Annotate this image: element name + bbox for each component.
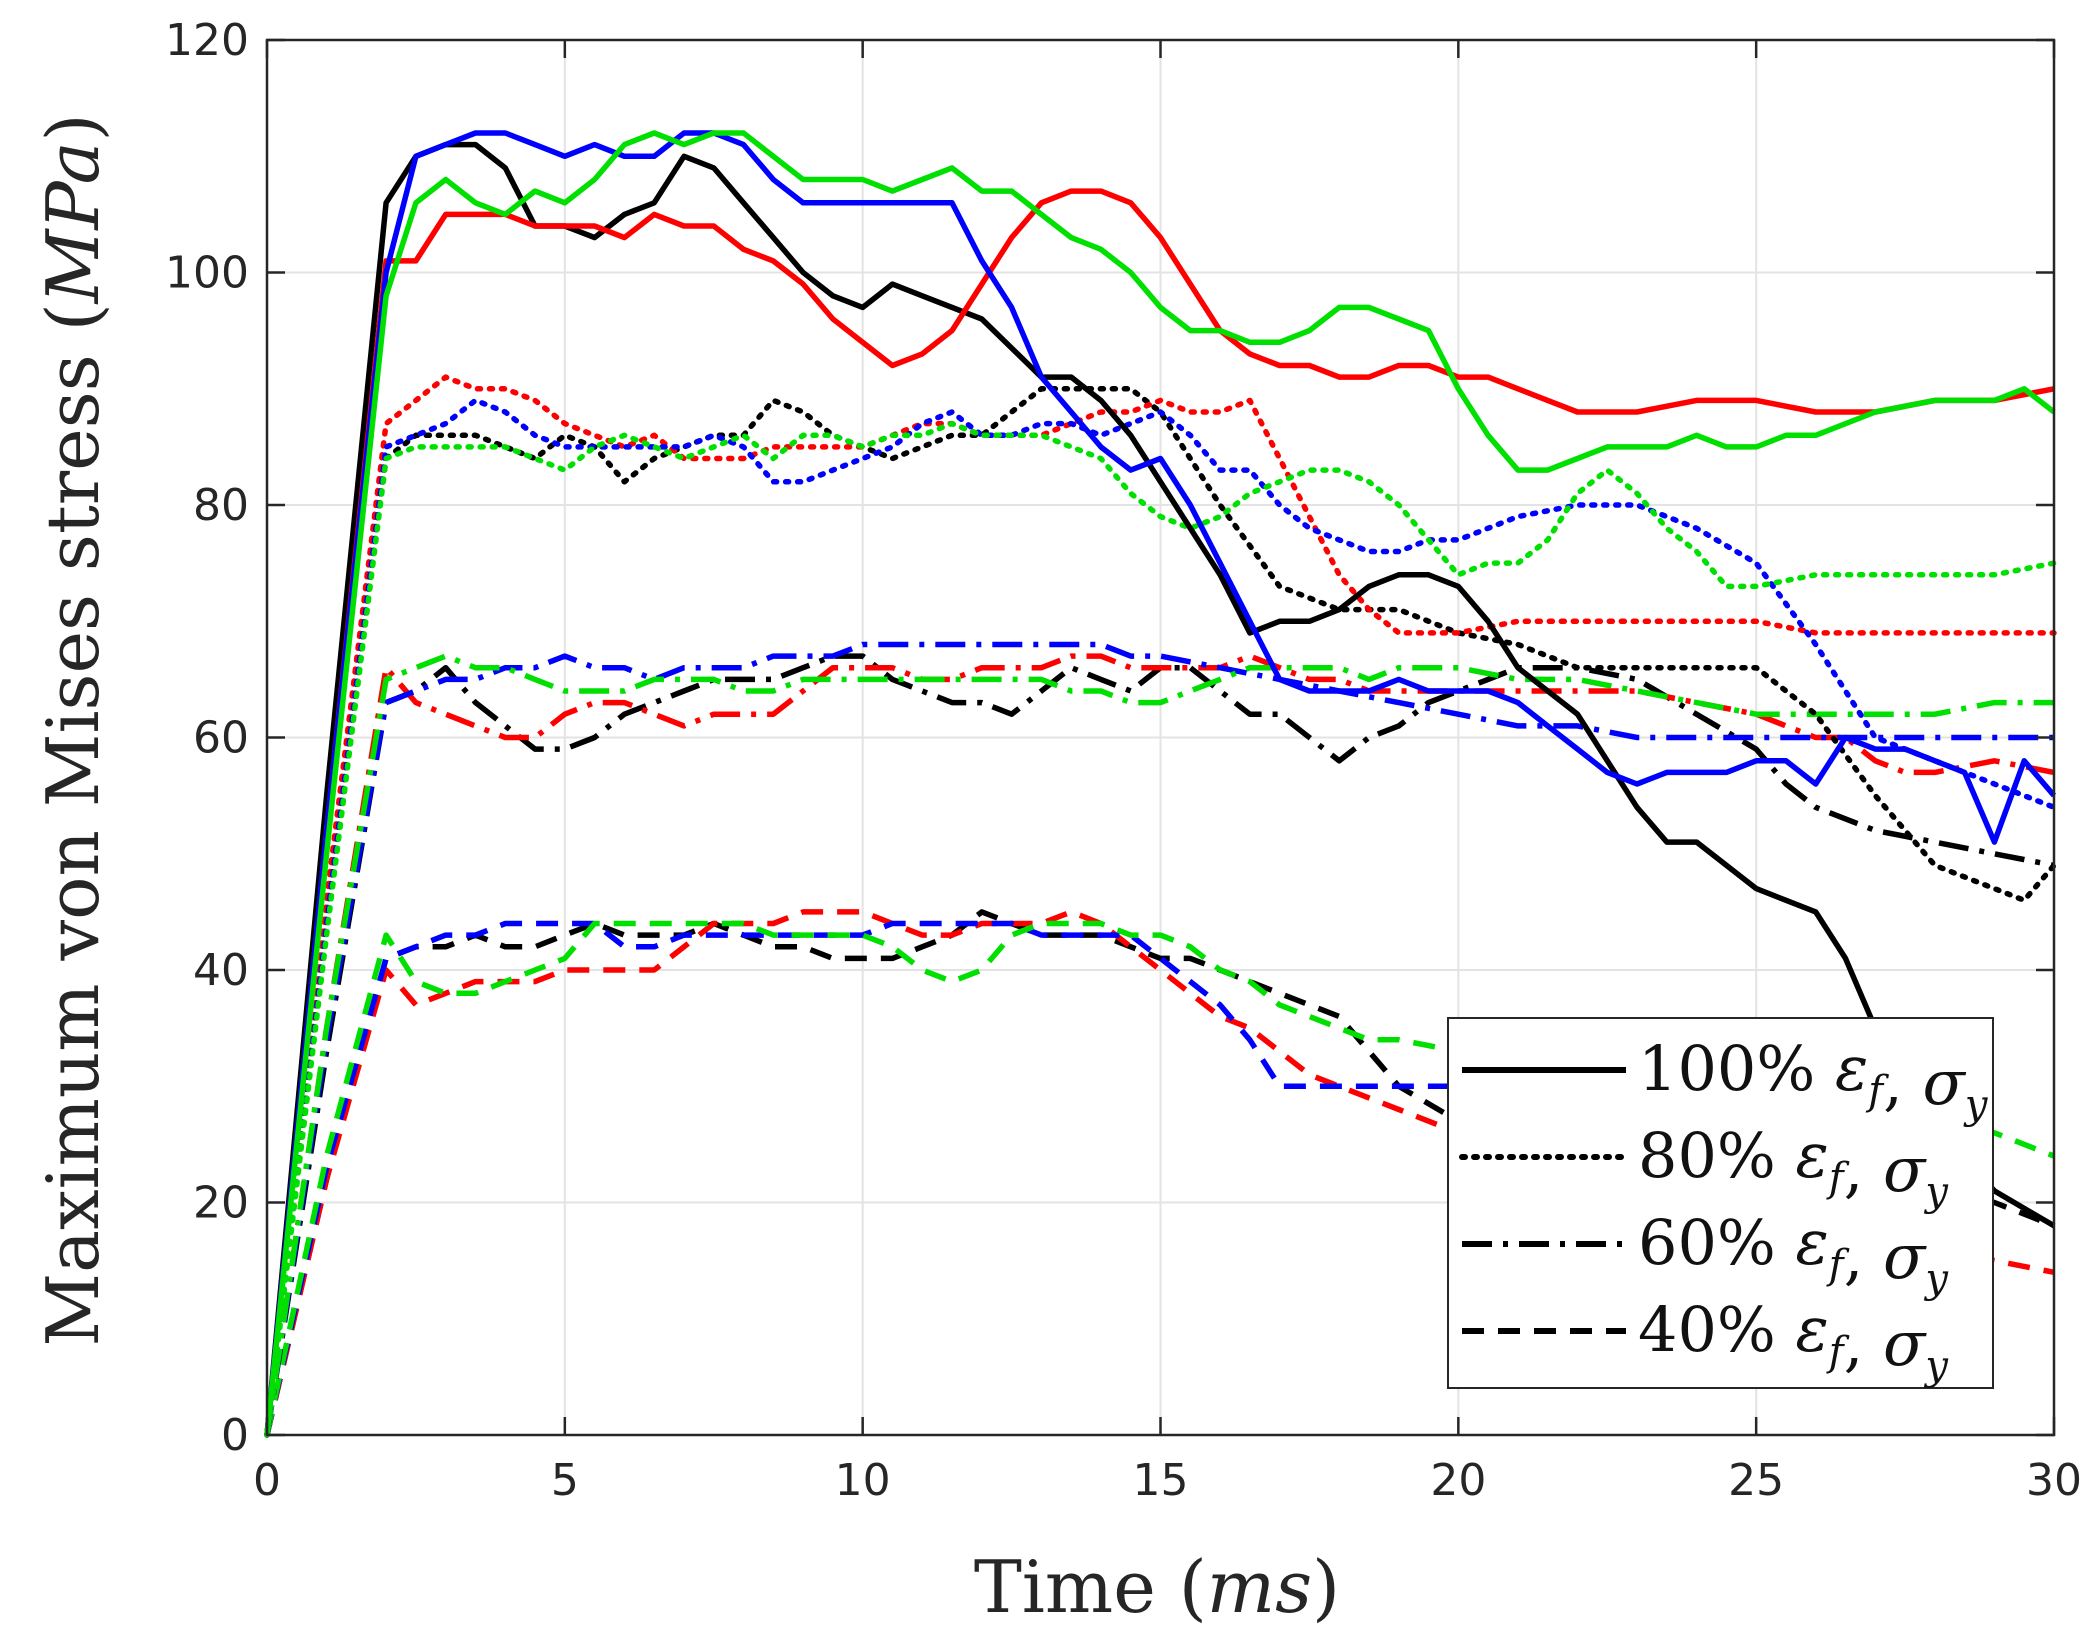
y-axis-unit: MPa [31, 141, 115, 305]
series-line [264, 920, 2055, 1436]
series-line [264, 420, 2057, 1438]
y-tick-label: 20 [193, 1178, 249, 1229]
series-line [264, 653, 2055, 1436]
series-line [264, 641, 2054, 1436]
y-tick-label: 120 [165, 15, 249, 66]
y-tick-label: 40 [193, 945, 249, 996]
x-axis-label-paren-open: ( [1179, 1545, 1207, 1629]
y-tick-label: 100 [165, 248, 249, 299]
x-tick-label: 30 [2026, 1455, 2082, 1506]
series-line [264, 920, 1519, 1436]
x-tick-label: 5 [551, 1455, 579, 1506]
axis-ticks [265, 38, 2056, 1437]
tick-labels: 0 5 10 15 20 25 30 0 20 40 60 80 100 120 [165, 15, 2082, 1506]
x-tick-label: 10 [835, 1455, 891, 1506]
y-axis-label: Maximum von Mises stress (MPa) [31, 113, 115, 1346]
y-tick-label: 0 [221, 1410, 249, 1461]
series-line [264, 653, 2055, 1436]
x-axis-label: Time (ms) [974, 1545, 1340, 1629]
x-tick-label: 25 [1728, 1455, 1784, 1506]
x-tick-label: 20 [1430, 1455, 1486, 1506]
series-line [264, 130, 2056, 1436]
x-tick-label: 0 [253, 1455, 281, 1506]
series-line [264, 188, 2055, 1436]
series-line [264, 397, 2057, 1438]
y-axis-label-paren-open: ( [31, 303, 115, 331]
x-tick-label: 15 [1133, 1455, 1189, 1506]
legend-label: 60% εf, σy [1638, 1206, 1949, 1302]
series-line [264, 374, 2057, 1438]
x-axis-unit: ms [1207, 1545, 1312, 1629]
legend-label: 40% εf, σy [1638, 1293, 1949, 1389]
y-axis-label-text: Maximum von Mises stress [31, 354, 115, 1346]
y-axis-label-paren-close: ) [31, 113, 115, 141]
legend-label: 80% εf, σy [1638, 1119, 1949, 1215]
x-axis-label-text: Time [974, 1545, 1156, 1629]
legend-box [1447, 1017, 1994, 1389]
series-line [264, 653, 2054, 1436]
legend-label: 100% εf, σy [1638, 1032, 1989, 1128]
y-tick-label: 80 [193, 480, 249, 531]
y-tick-label: 60 [193, 713, 249, 764]
x-axis-label-paren-close: ) [1312, 1545, 1340, 1629]
series-layer [264, 130, 2057, 1438]
